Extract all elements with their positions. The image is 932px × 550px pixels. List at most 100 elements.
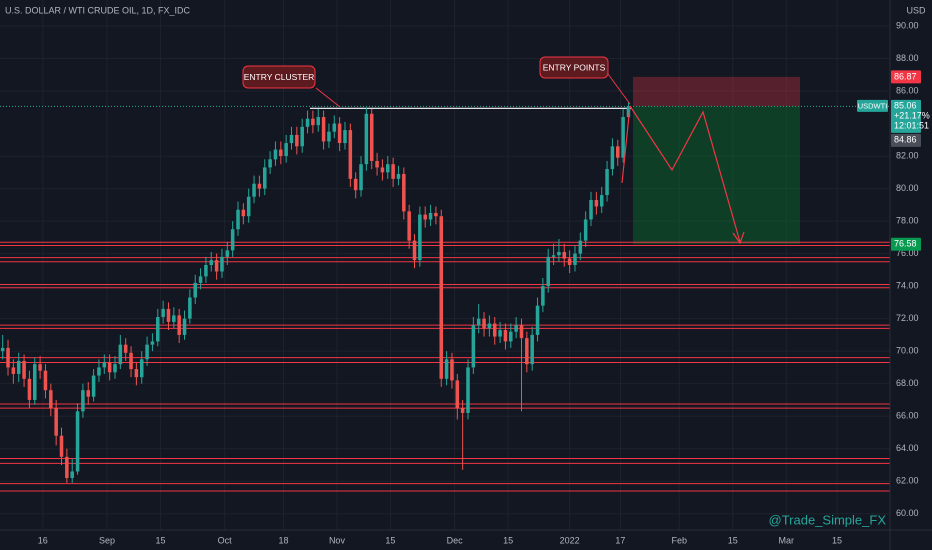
- candle-body: [230, 229, 235, 251]
- price-tag-text: 76.58: [894, 239, 917, 249]
- candle-body: [503, 330, 508, 342]
- x-tick-label: 15: [832, 535, 842, 545]
- candle-body: [0, 347, 5, 352]
- candle-body: [337, 123, 342, 144]
- candle-body: [214, 260, 219, 272]
- candle-body: [311, 118, 315, 126]
- callout-text: ENTRY POINTS: [543, 62, 606, 72]
- candle-body: [27, 378, 32, 400]
- candle-body: [295, 134, 299, 147]
- candle-body: [626, 106, 631, 118]
- x-tick-label: Oct: [218, 535, 233, 545]
- candle-body: [49, 390, 53, 409]
- y-tick-label: 90.00: [896, 20, 919, 30]
- candle-body: [402, 173, 406, 212]
- candle-body: [525, 338, 529, 365]
- x-tick-label: 16: [38, 535, 48, 545]
- candle-body: [546, 256, 550, 287]
- candle-body: [139, 359, 144, 378]
- candle-body: [33, 364, 37, 400]
- x-tick-label: 2022: [560, 535, 580, 545]
- candle-body: [225, 250, 230, 257]
- candle-body: [172, 315, 176, 322]
- candle-body: [305, 118, 310, 127]
- candle-body: [541, 286, 545, 306]
- y-tick-label: 60.00: [896, 508, 919, 518]
- candle-body: [583, 219, 588, 241]
- candle-body: [599, 195, 604, 207]
- candle-body: [428, 212, 433, 220]
- candle-body: [343, 130, 347, 144]
- price-tag-text: 86.87: [894, 71, 917, 81]
- candle-body: [198, 276, 203, 283]
- target-zone: [633, 106, 800, 245]
- candle-body: [412, 240, 417, 261]
- candle-body: [375, 160, 379, 168]
- candle-body: [482, 318, 486, 329]
- watermark: @Trade_Simple_FX: [769, 512, 887, 527]
- candle-body: [16, 360, 21, 374]
- candle-body: [166, 308, 171, 322]
- candle-body: [150, 341, 155, 345]
- candle-body: [605, 169, 609, 196]
- candle-body: [471, 325, 476, 368]
- candle-body: [509, 331, 513, 342]
- candle-body: [236, 209, 240, 230]
- x-tick-label: 15: [155, 535, 165, 545]
- candle-body: [466, 367, 470, 413]
- candle-body: [107, 362, 112, 373]
- candle-body: [369, 113, 374, 161]
- candle-body: [161, 308, 165, 318]
- price-tag: [891, 237, 921, 251]
- callout-box: [242, 65, 316, 89]
- candle-body: [86, 390, 91, 397]
- candle-body: [252, 183, 256, 197]
- candle-body: [118, 344, 123, 365]
- candle-body: [610, 146, 615, 170]
- candle-body: [562, 251, 567, 259]
- y-tick-label: 62.00: [896, 476, 919, 486]
- candle-body: [621, 117, 625, 158]
- candle-body: [519, 325, 524, 339]
- candle-body: [113, 364, 117, 373]
- candle-body: [70, 471, 74, 478]
- candle-body: [557, 251, 561, 256]
- overlay: ENTRY CLUSTER ENTRY POINTS: [242, 56, 745, 245]
- candle-body: [353, 178, 358, 191]
- candle-body: [439, 216, 444, 379]
- x-tick-label: Mar: [778, 535, 794, 545]
- x-tick-label: 15: [728, 535, 738, 545]
- y-tick-label: 68.00: [896, 378, 919, 388]
- candle-body: [444, 359, 449, 379]
- candle-body: [209, 260, 214, 265]
- x-tick-label: 15: [503, 535, 513, 545]
- y-tick-label: 78.00: [896, 215, 919, 225]
- candle-body: [38, 364, 42, 371]
- x-tick-label: Feb: [672, 535, 688, 545]
- x-tick-label: Dec: [447, 535, 464, 545]
- x-tick-label: 15: [385, 535, 395, 545]
- candle-body: [65, 456, 69, 478]
- projection: [629, 105, 741, 243]
- x-tick-label: 18: [278, 535, 288, 545]
- candle-body: [573, 253, 577, 265]
- candle-body: [434, 212, 438, 217]
- x-tick-label: Sep: [99, 535, 115, 545]
- y-tick-label: 82.00: [896, 150, 919, 160]
- candle-body: [391, 164, 395, 179]
- price-tag: [891, 99, 921, 133]
- candle-body: [284, 143, 288, 157]
- candle-body: [386, 164, 390, 173]
- candle-body: [487, 323, 492, 329]
- x-tick-label: Nov: [329, 535, 346, 545]
- candle-body: [514, 325, 518, 332]
- price-tag-text: +21.17%: [894, 111, 930, 121]
- price-tag-text: 85.06: [894, 101, 917, 111]
- candle-body: [123, 344, 128, 353]
- candle-body: [273, 149, 278, 160]
- y-tick-label: 66.00: [896, 411, 919, 421]
- y-tick-label: 88.00: [896, 53, 919, 63]
- candle-body: [289, 134, 294, 144]
- candle-body: [455, 380, 460, 409]
- candle-body: [6, 347, 10, 368]
